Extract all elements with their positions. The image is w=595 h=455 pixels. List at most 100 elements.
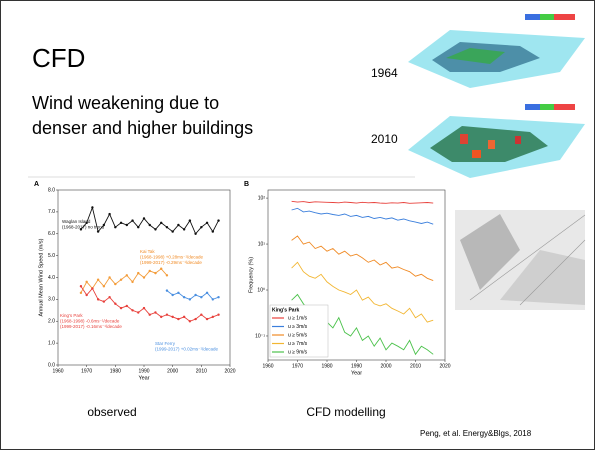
data-point [143, 276, 145, 278]
image-label: 2010 [371, 132, 398, 146]
data-point [217, 296, 219, 298]
data-point [171, 294, 173, 296]
data-point [160, 316, 162, 318]
x-tick-label: 1960 [52, 368, 63, 374]
data-point [217, 313, 219, 315]
legend-label: u ≥ 1m/s [288, 315, 308, 321]
data-point [177, 318, 179, 320]
data-point [212, 316, 214, 318]
data-point [85, 281, 87, 283]
x-tick-label: 2000 [380, 363, 391, 369]
annotation: (1968-2017) no trend [62, 225, 105, 230]
x-tick-label: 1990 [138, 368, 149, 374]
panel-letter: A [34, 181, 39, 188]
annotation: (1968-1998) +0.28ms⁻¹/decade [140, 255, 204, 260]
data-point [166, 313, 168, 315]
data-point [131, 219, 133, 221]
data-point [166, 226, 168, 228]
data-point [108, 213, 110, 215]
data-point [137, 272, 139, 274]
data-point [97, 278, 99, 280]
cfd-image-1964 [402, 10, 586, 96]
page: CFD Wind weakening due to denser and hig… [0, 0, 595, 455]
data-point [103, 300, 105, 302]
x-tick-label: 1990 [351, 363, 362, 369]
cfd-image-2010 [402, 100, 586, 186]
mesh-image [455, 210, 585, 310]
data-point [200, 226, 202, 228]
x-tick-label: 2020 [439, 363, 450, 369]
data-point [108, 296, 110, 298]
data-point [189, 320, 191, 322]
data-point [131, 309, 133, 311]
slide-title: CFD [32, 43, 85, 73]
legend-label: u ≥ 3m/s [288, 324, 308, 330]
annotation: Star Ferry [155, 341, 176, 346]
data-point [166, 289, 168, 291]
y-tick-label: 4.0 [48, 275, 55, 281]
caption: observed [87, 405, 136, 419]
x-tick-label: 1970 [292, 363, 303, 369]
panel-letter: B [244, 181, 249, 188]
data-point [120, 307, 122, 309]
citation: Peng, et al. Energy&Blgs, 2018 [420, 429, 532, 438]
x-tick-label: 1970 [81, 368, 92, 374]
x-axis-label: Year [138, 375, 149, 381]
legend-label: u ≥ 9m/s [288, 349, 308, 355]
data-point [91, 206, 93, 208]
data-point [189, 298, 191, 300]
image-label: 1964 [371, 66, 398, 80]
data-point [183, 316, 185, 318]
data-point [206, 292, 208, 294]
data-point [183, 296, 185, 298]
data-point [212, 230, 214, 232]
data-point [149, 270, 151, 272]
y-tick-label: 3.0 [48, 297, 55, 303]
data-point [80, 285, 82, 287]
x-tick-label: 1960 [262, 363, 273, 369]
data-point [212, 298, 214, 300]
data-point [126, 224, 128, 226]
data-point [154, 228, 156, 230]
data-point [200, 313, 202, 315]
y-tick-label: 5.0 [48, 253, 55, 259]
x-tick-label: 2010 [196, 368, 207, 374]
annotation: (1999-2017) -0.29ms⁻¹/decade [140, 260, 202, 265]
data-point [120, 222, 122, 224]
data-point [166, 274, 168, 276]
data-point [160, 268, 162, 270]
y-tick-label: 7.0 [48, 209, 55, 215]
data-point [143, 307, 145, 309]
annotation: King's Park [60, 313, 83, 318]
x-tick-label: 1980 [321, 363, 332, 369]
data-point [217, 219, 219, 221]
annotation: (1999-2017) +0.02ms⁻¹/decade [155, 347, 219, 352]
y-tick-label: 10² [258, 195, 266, 201]
data-point [154, 311, 156, 313]
data-point [177, 224, 179, 226]
legend-label: u ≥ 7m/s [288, 341, 308, 347]
annotation: (1968-1998) -0.6ms⁻¹/decade [60, 319, 120, 324]
data-point [80, 292, 82, 294]
y-tick-label: 1.0 [48, 340, 55, 346]
data-point [131, 281, 133, 283]
data-point [97, 230, 99, 232]
data-point [120, 278, 122, 280]
legend-label: u ≥ 5m/s [288, 332, 308, 338]
data-point [154, 272, 156, 274]
data-point [171, 316, 173, 318]
y-axis-label: Frequency (%) [248, 257, 254, 293]
data-point [108, 276, 110, 278]
x-tick-label: 2020 [224, 368, 235, 374]
subtitle: Wind weakening due to [32, 93, 219, 113]
data-point [194, 233, 196, 235]
data-point [97, 298, 99, 300]
y-tick-label: 2.0 [48, 319, 55, 325]
data-point [103, 285, 105, 287]
data-point [189, 219, 191, 221]
x-tick-label: 2010 [410, 363, 421, 369]
data-point [137, 226, 139, 228]
data-point [177, 292, 179, 294]
y-tick-label: 10⁰ [257, 287, 265, 293]
data-point [126, 305, 128, 307]
